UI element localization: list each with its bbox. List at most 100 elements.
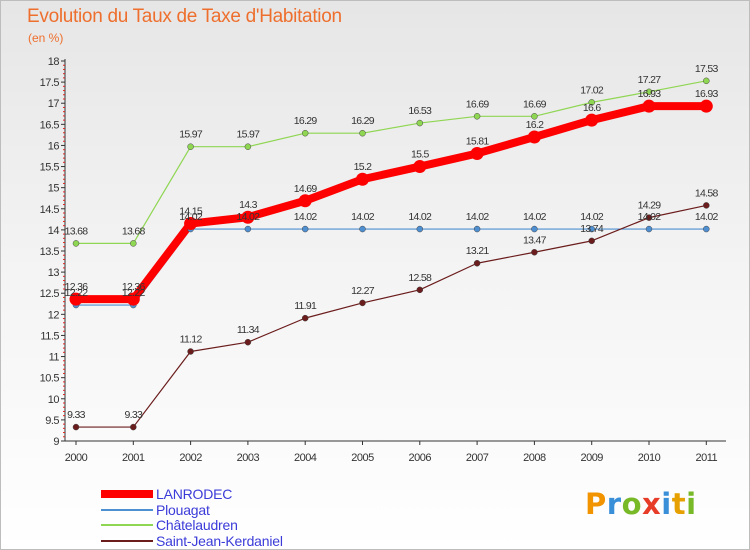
x-tick-label: 2007 bbox=[466, 452, 489, 464]
data-label-plouagat: 14.02 bbox=[294, 211, 318, 223]
data-point-saint-jean-kerdaniel bbox=[72, 423, 80, 431]
data-label-lanrodec: 16.2 bbox=[526, 119, 544, 131]
x-tick-label: 2001 bbox=[122, 452, 145, 464]
data-point-chatelaudren bbox=[359, 129, 366, 137]
y-tick-label: 14 bbox=[48, 225, 60, 237]
data-label-saint-jean-kerdaniel: 9.33 bbox=[124, 409, 142, 421]
data-label-lanrodec: 15.2 bbox=[354, 161, 372, 173]
logo-letter: o bbox=[621, 487, 643, 521]
data-point-saint-jean-kerdaniel bbox=[416, 286, 424, 294]
data-label-plouagat: 14.02 bbox=[466, 211, 490, 223]
data-point-lanrodec bbox=[585, 113, 599, 127]
data-point-plouagat bbox=[588, 225, 595, 233]
data-label-lanrodec: 15.81 bbox=[466, 135, 490, 147]
data-label-lanrodec: 16.93 bbox=[638, 88, 662, 100]
x-tick-label: 2002 bbox=[179, 452, 202, 464]
data-point-lanrodec bbox=[470, 146, 484, 160]
data-label-saint-jean-kerdaniel: 9.33 bbox=[67, 409, 85, 421]
data-point-chatelaudren bbox=[416, 119, 424, 127]
data-label-chatelaudren: 13.68 bbox=[122, 225, 146, 237]
data-point-lanrodec bbox=[69, 292, 83, 306]
series-line-chatelaudren bbox=[75, 80, 707, 244]
data-label-chatelaudren: 16.29 bbox=[294, 115, 318, 127]
logo-letter: t bbox=[671, 487, 687, 521]
data-point-chatelaudren bbox=[473, 113, 481, 120]
series-points bbox=[69, 77, 713, 431]
axes: 9 9.5 10 10.5 11 11.5 12 12.5 13 13.5 14 14.5 15 15.5… bbox=[40, 56, 726, 464]
y-tick-label: 9 bbox=[53, 436, 59, 448]
x-tick-label: 2004 bbox=[294, 452, 317, 464]
data-label-saint-jean-kerdaniel: 11.34 bbox=[237, 324, 260, 336]
data-label-plouagat: 14.02 bbox=[237, 211, 261, 223]
data-label-chatelaudren: 15.97 bbox=[237, 129, 261, 141]
proxiti-logo: Proxiti bbox=[585, 487, 697, 521]
data-point-plouagat bbox=[244, 225, 252, 233]
data-label-plouagat: 14.02 bbox=[523, 211, 547, 223]
data-label-lanrodec: 16.6 bbox=[583, 102, 601, 114]
y-tick-label: 12 bbox=[48, 309, 60, 321]
data-label-plouagat: 14.02 bbox=[408, 211, 432, 223]
y-tick-label: 13.5 bbox=[40, 246, 60, 258]
data-point-saint-jean-kerdaniel bbox=[244, 338, 252, 346]
data-label-lanrodec: 14.15 bbox=[179, 206, 203, 218]
x-tick-label: 2009 bbox=[580, 452, 603, 464]
x-tick-label: 2000 bbox=[65, 452, 88, 464]
legend-label: Châtelaudren bbox=[156, 517, 238, 533]
data-point-lanrodec bbox=[413, 160, 427, 174]
data-label-plouagat: 14.02 bbox=[351, 211, 375, 223]
data-point-plouagat bbox=[703, 225, 710, 233]
y-tick-label: 10 bbox=[48, 394, 60, 406]
data-point-chatelaudren bbox=[703, 77, 710, 85]
y-tick-label: 14.5 bbox=[40, 204, 60, 216]
y-tick-label: 12.5 bbox=[40, 288, 60, 300]
data-label-chatelaudren: 17.53 bbox=[695, 63, 719, 75]
x-tick-label: 2010 bbox=[638, 452, 661, 464]
data-point-lanrodec bbox=[241, 210, 255, 224]
logo-letter: i bbox=[686, 487, 697, 521]
data-point-chatelaudren bbox=[130, 240, 137, 247]
y-tick-label: 10.5 bbox=[40, 373, 60, 385]
data-label-lanrodec: 14.3 bbox=[239, 199, 257, 211]
data-label-saint-jean-kerdaniel: 14.58 bbox=[695, 187, 719, 199]
data-point-chatelaudren bbox=[72, 240, 80, 247]
data-label-plouagat: 14.02 bbox=[638, 211, 662, 223]
data-point-chatelaudren bbox=[588, 99, 595, 106]
data-point-saint-jean-kerdaniel bbox=[703, 202, 710, 209]
logo-letter: i bbox=[661, 487, 672, 521]
data-label-chatelaudren: 16.29 bbox=[351, 115, 375, 127]
data-label-plouagat: 12.22 bbox=[122, 287, 146, 299]
data-label-lanrodec: 12.36 bbox=[122, 281, 146, 293]
data-point-lanrodec bbox=[642, 99, 656, 113]
series-lines bbox=[72, 80, 711, 428]
data-point-plouagat bbox=[301, 225, 309, 233]
data-label-lanrodec: 12.36 bbox=[65, 281, 89, 293]
data-label-saint-jean-kerdaniel: 11.91 bbox=[294, 300, 317, 312]
data-point-chatelaudren bbox=[531, 113, 538, 120]
data-label-saint-jean-kerdaniel: 14.29 bbox=[638, 200, 662, 212]
data-point-lanrodec bbox=[126, 292, 140, 306]
data-point-lanrodec bbox=[184, 217, 198, 231]
data-point-lanrodec bbox=[298, 194, 312, 208]
y-tick-label: 11 bbox=[49, 352, 60, 364]
y-tick-label: 11.5 bbox=[40, 330, 59, 342]
data-point-lanrodec bbox=[356, 172, 369, 186]
data-label-chatelaudren: 17.02 bbox=[580, 84, 604, 96]
data-point-plouagat bbox=[473, 225, 481, 233]
data-point-chatelaudren bbox=[244, 143, 252, 150]
legend-swatch bbox=[101, 524, 153, 526]
data-label-lanrodec: 14.69 bbox=[294, 183, 318, 195]
logo-letter: P bbox=[585, 487, 607, 521]
data-label-plouagat: 14.02 bbox=[580, 211, 604, 223]
data-point-saint-jean-kerdaniel bbox=[187, 348, 194, 355]
y-tick-label: 15 bbox=[48, 183, 60, 195]
data-label-saint-jean-kerdaniel: 13.74 bbox=[580, 223, 604, 235]
chart-title: Evolution du Taux de Taxe d'Habitation bbox=[27, 6, 342, 27]
legend-label: LANRODEC bbox=[156, 486, 233, 502]
x-tick-label: 2005 bbox=[351, 452, 374, 464]
y-tick-label: 16 bbox=[48, 140, 60, 152]
data-label-chatelaudren: 16.53 bbox=[408, 105, 432, 117]
legend-swatch bbox=[101, 508, 153, 511]
data-label-plouagat: 14.02 bbox=[695, 211, 719, 223]
